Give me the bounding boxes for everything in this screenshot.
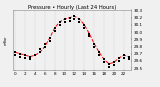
Point xyxy=(48,37,51,39)
Point xyxy=(98,52,100,53)
Point xyxy=(24,57,26,59)
Title: Pressure • Hourly (Last 24 Hours): Pressure • Hourly (Last 24 Hours) xyxy=(28,5,116,10)
Point xyxy=(29,56,31,57)
Point xyxy=(128,56,130,57)
Point xyxy=(73,18,76,20)
Point xyxy=(93,43,96,44)
Point xyxy=(123,57,125,59)
Point xyxy=(83,24,86,26)
Point xyxy=(19,56,21,57)
Point xyxy=(53,27,56,28)
Point xyxy=(39,52,41,53)
Point xyxy=(93,46,96,47)
Point xyxy=(113,65,115,66)
Point xyxy=(103,59,105,60)
Point xyxy=(78,21,81,23)
Point xyxy=(29,59,31,60)
Point xyxy=(44,43,46,44)
Point xyxy=(123,54,125,56)
Point xyxy=(118,57,120,59)
Point xyxy=(113,62,115,63)
Point xyxy=(58,21,61,23)
Point xyxy=(128,59,130,60)
Point xyxy=(108,63,110,65)
Point xyxy=(39,49,41,50)
Point xyxy=(118,60,120,62)
Point xyxy=(34,54,36,56)
Point xyxy=(19,53,21,54)
Point xyxy=(98,54,100,56)
Point xyxy=(58,24,61,26)
Point xyxy=(103,62,105,63)
Point xyxy=(53,30,56,31)
Point xyxy=(88,33,91,34)
Point xyxy=(68,20,71,21)
Point xyxy=(14,52,16,53)
Point xyxy=(48,40,51,41)
Point xyxy=(63,18,66,20)
Point xyxy=(88,36,91,37)
Point xyxy=(73,15,76,17)
Point xyxy=(83,27,86,28)
Point xyxy=(14,54,16,56)
Point xyxy=(24,54,26,56)
Point xyxy=(68,17,71,18)
Point xyxy=(108,66,110,67)
Point xyxy=(44,46,46,47)
Point xyxy=(78,18,81,20)
Text: mBar: mBar xyxy=(4,35,8,45)
Point xyxy=(63,21,66,23)
